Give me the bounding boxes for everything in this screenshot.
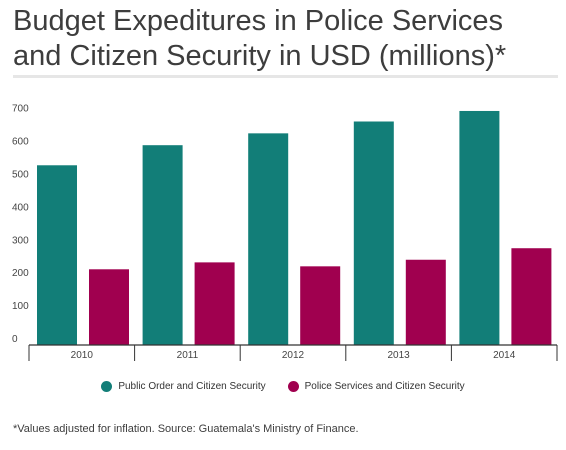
bar-public-order-2011 (142, 145, 183, 345)
legend-label-police-services: Police Services and Citizen Security (304, 381, 465, 392)
bar-public-order-2013 (353, 121, 394, 345)
bar-public-order-2010 (37, 165, 77, 345)
legend-item-public-order: Public Order and Citizen Security (101, 381, 266, 392)
chart-title: Budget Expeditures in Police Services an… (13, 5, 507, 72)
x-tick-label: 2014 (493, 350, 516, 361)
y-tick-label: 0 (12, 334, 18, 345)
bar-chart: 0 100 200 300 400 500 600 700 2010 2011 2012 2013 20… (12, 104, 558, 361)
bar-public-order-2012 (248, 133, 289, 345)
y-tick-label: 500 (12, 169, 29, 180)
bar-police-services-2011 (194, 262, 235, 345)
legend-item-police-services: Police Services and Citizen Security (287, 381, 465, 392)
y-tick-label: 600 (12, 137, 29, 148)
legend-label-public-order: Public Order and Citizen Security (118, 381, 266, 392)
x-tick-label: 2012 (282, 350, 305, 361)
bar-police-services-2010 (89, 269, 129, 345)
bar-public-order-2014 (459, 110, 500, 346)
source-note: *Values adjusted for inflation. Source: … (13, 423, 359, 435)
x-tick-label: 2011 (177, 350, 199, 361)
legend-swatch-police-services (287, 381, 299, 392)
chart-legend: Public Order and Citizen Security Police… (0, 381, 566, 392)
x-tick-label: 2010 (71, 350, 94, 361)
bar-police-services-2013 (405, 259, 446, 345)
y-tick-label: 300 (12, 235, 29, 246)
title-divider (13, 75, 558, 78)
legend-swatch-public-order (101, 381, 113, 392)
y-tick-label: 700 (12, 104, 29, 115)
bar-police-services-2014 (511, 248, 552, 345)
x-tick-label: 2013 (387, 350, 410, 361)
y-tick-label: 400 (12, 202, 29, 213)
bar-police-services-2012 (300, 266, 341, 345)
y-tick-label: 200 (12, 268, 29, 279)
y-tick-label: 100 (12, 301, 29, 312)
